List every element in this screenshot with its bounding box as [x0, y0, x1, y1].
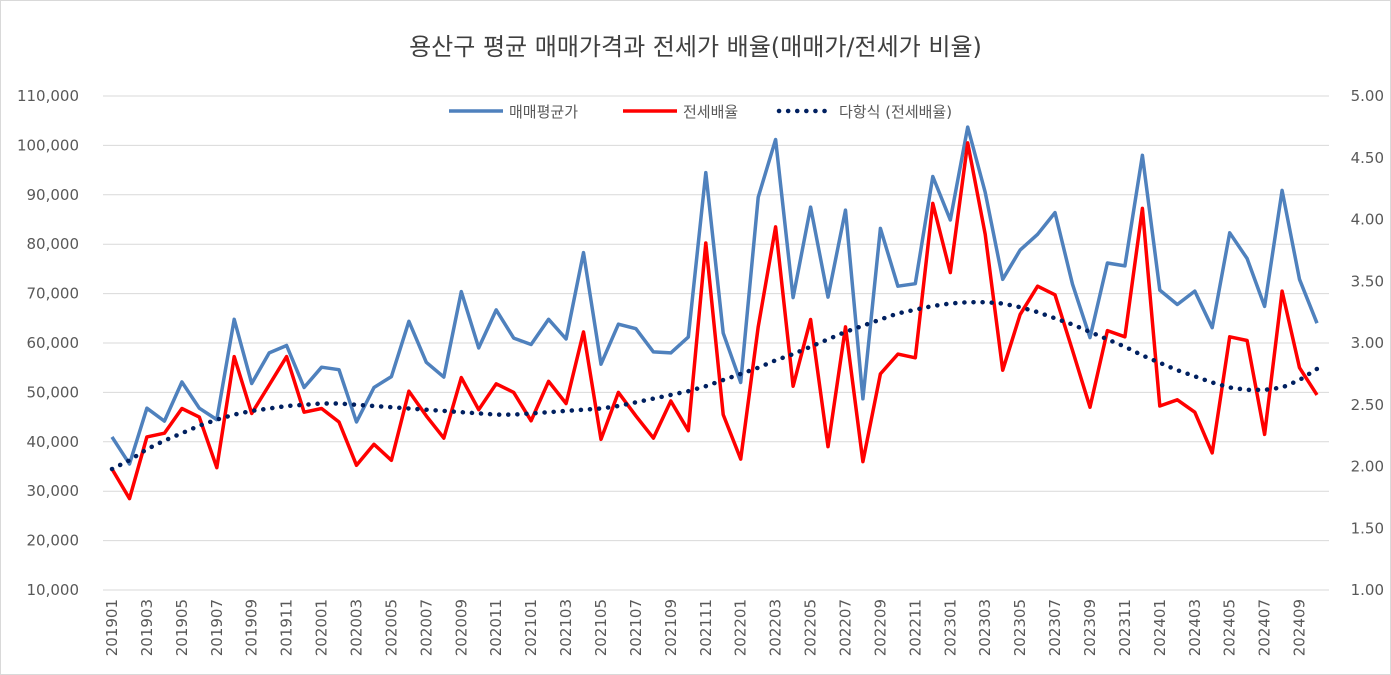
- x-tick-label: 202409: [1291, 599, 1309, 656]
- series-line-2: [109, 299, 1320, 472]
- x-tick-label: 202005: [382, 599, 400, 656]
- left-y-tick-label: 80,000: [27, 235, 80, 253]
- x-tick-label: 202309: [1081, 599, 1099, 656]
- x-tick-label: 201903: [138, 599, 156, 656]
- right-y-tick-label: 2.00: [1351, 458, 1384, 476]
- series-lines: [109, 125, 1320, 501]
- x-tick-label: 202003: [347, 599, 365, 656]
- x-tick-label: 202201: [732, 599, 750, 656]
- x-tick-label: 202211: [906, 599, 924, 656]
- left-y-tick-label: 90,000: [27, 186, 80, 204]
- x-axis: 201901 201903 201905 201907 201909 201911 2020…: [103, 599, 1309, 656]
- left-y-tick-label: 40,000: [27, 433, 80, 451]
- right-y-tick-label: 3.50: [1351, 272, 1384, 290]
- x-tick-label: 202001: [313, 599, 331, 656]
- x-tick-label: 202405: [1221, 599, 1239, 656]
- x-tick-label: 202207: [836, 599, 854, 656]
- x-tick-label: 202101: [522, 599, 540, 656]
- right-y-tick-label: 3.00: [1351, 334, 1384, 352]
- left-y-tick-label: 10,000: [27, 581, 80, 599]
- gridlines: [103, 95, 1329, 591]
- x-tick-label: 202401: [1151, 599, 1169, 656]
- x-tick-label: 201901: [103, 599, 121, 656]
- right-y-tick-label: 1.50: [1351, 519, 1384, 537]
- series-line-1: [110, 141, 1319, 501]
- right-y-tick-label: 5.00: [1351, 87, 1384, 105]
- x-tick-label: 202311: [1116, 599, 1134, 656]
- x-tick-label: 202103: [557, 599, 575, 656]
- x-tick-label: 201907: [208, 599, 226, 656]
- legend-label: 다항식 (전세배율): [839, 103, 952, 121]
- x-tick-label: 202209: [871, 599, 889, 656]
- left-y-axis: 10,000 20,000 30,000 40,000 50,000 60,000 70,0…: [17, 87, 79, 599]
- right-y-tick-label: 2.50: [1351, 396, 1384, 414]
- right-y-axis: 1.00 1.50 2.00 2.50 3.00 3.50 4.00 4.50 5.00: [1351, 87, 1384, 599]
- legend-label: 전세배율: [683, 103, 738, 121]
- x-tick-label: 201909: [243, 599, 261, 656]
- x-tick-label: 202009: [452, 599, 470, 656]
- left-y-tick-label: 20,000: [27, 532, 80, 550]
- x-tick-label: 202105: [592, 599, 610, 656]
- x-tick-label: 201905: [173, 599, 191, 656]
- x-tick-label: 202107: [627, 599, 645, 656]
- x-tick-label: 202301: [941, 599, 959, 656]
- right-y-tick-label: 4.50: [1351, 149, 1384, 167]
- left-y-tick-label: 110,000: [17, 87, 79, 105]
- x-tick-label: 202403: [1186, 599, 1204, 656]
- x-tick-label: 202111: [697, 599, 715, 656]
- right-y-tick-label: 1.00: [1351, 581, 1384, 599]
- left-y-tick-label: 50,000: [27, 383, 80, 401]
- legend: 매매평균가 전세배율 다항식 (전세배율): [449, 103, 952, 121]
- left-y-tick-label: 70,000: [27, 285, 80, 303]
- chart-title: 용산구 평균 매매가격과 전세가 배율(매매가/전세가 비율): [409, 33, 982, 61]
- x-tick-label: 202407: [1256, 599, 1274, 656]
- series-line-0: [110, 125, 1319, 466]
- x-tick-label: 202109: [662, 599, 680, 656]
- x-tick-label: 202303: [976, 599, 994, 656]
- left-y-tick-label: 60,000: [27, 334, 80, 352]
- x-tick-label: 202011: [487, 599, 505, 656]
- x-tick-label: 202007: [417, 599, 435, 656]
- left-y-tick-label: 100,000: [17, 136, 79, 154]
- x-tick-label: 202205: [802, 599, 820, 656]
- x-tick-label: 202305: [1011, 599, 1029, 656]
- right-y-tick-label: 4.00: [1351, 211, 1384, 229]
- legend-label: 매매평균가: [509, 103, 578, 121]
- left-y-tick-label: 30,000: [27, 482, 80, 500]
- x-tick-label: 202203: [767, 599, 785, 656]
- x-tick-label: 202307: [1046, 599, 1064, 656]
- x-tick-label: 201911: [278, 599, 296, 656]
